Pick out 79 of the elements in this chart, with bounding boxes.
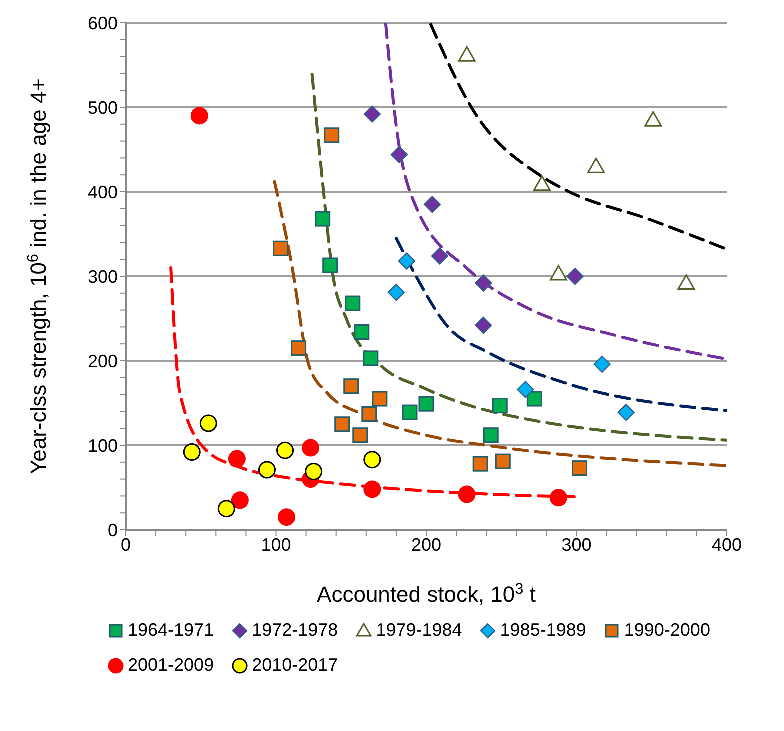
point — [550, 265, 568, 281]
line-series — [310, 73, 727, 442]
point — [364, 451, 382, 469]
y-tick-label: 200 — [88, 351, 118, 372]
point — [372, 391, 388, 407]
point — [572, 460, 588, 476]
point — [424, 196, 442, 214]
y-tick-label: 300 — [88, 266, 118, 287]
point — [324, 128, 340, 144]
point — [402, 404, 418, 420]
point — [390, 146, 408, 164]
point — [594, 356, 611, 373]
point — [334, 416, 350, 432]
point — [618, 404, 635, 422]
point — [526, 391, 542, 407]
point — [474, 274, 492, 292]
point — [363, 350, 379, 366]
point — [533, 176, 551, 192]
point — [388, 284, 406, 302]
point — [474, 316, 492, 334]
point — [291, 340, 307, 356]
point — [644, 111, 662, 127]
point — [472, 456, 488, 472]
point — [183, 444, 201, 462]
point — [322, 258, 338, 274]
point — [200, 414, 218, 432]
legend-label: 1985-1989 — [500, 620, 586, 641]
point — [354, 324, 370, 340]
legend-label: 1979-1984 — [376, 620, 462, 641]
legend-label: 1964-1971 — [128, 620, 214, 641]
x-tick-label: 200 — [411, 534, 442, 555]
line-series — [430, 23, 727, 251]
y-tick-label: 100 — [88, 436, 118, 456]
point — [258, 461, 276, 479]
point — [228, 450, 246, 468]
x-tick-label: 0 — [120, 534, 132, 555]
x-tick-label: 400 — [712, 534, 742, 555]
point — [276, 442, 294, 460]
point — [566, 268, 584, 286]
point — [218, 500, 236, 518]
point — [483, 428, 499, 444]
point — [517, 381, 534, 398]
point — [678, 274, 696, 290]
line-series — [384, 23, 727, 361]
point — [352, 428, 368, 444]
x-tick-label: 300 — [562, 534, 592, 555]
point — [305, 462, 323, 480]
point — [418, 396, 434, 412]
x-tick-label: 100 — [261, 534, 292, 555]
line-series — [394, 236, 727, 412]
legend-label: 1972-1978 — [252, 620, 338, 641]
point — [278, 508, 296, 526]
point — [398, 252, 416, 270]
point — [364, 480, 382, 498]
y-tick-label: 600 — [88, 13, 118, 34]
legend-label: 2010-2017 — [252, 655, 338, 676]
point — [273, 240, 289, 256]
legend-label: 1990-2000 — [624, 620, 710, 641]
point — [345, 296, 361, 312]
point — [231, 492, 249, 510]
point — [458, 486, 476, 504]
point — [458, 46, 476, 62]
line-series — [273, 180, 727, 468]
point — [302, 439, 320, 457]
point — [492, 398, 508, 414]
x-axis-title: Accounted stock, 10$^{3}$ t — [317, 580, 536, 607]
point — [315, 211, 331, 227]
point — [362, 406, 378, 422]
point — [431, 248, 449, 265]
y-tick-label: 500 — [88, 98, 118, 118]
y-tick-label: 0 — [108, 520, 118, 540]
point — [364, 106, 382, 123]
point — [588, 158, 606, 174]
point — [550, 489, 568, 507]
point — [190, 107, 208, 125]
point — [344, 378, 360, 394]
legend-label: 2001-2009 — [128, 655, 214, 676]
point — [495, 454, 511, 470]
y-tick-label: 400 — [88, 182, 118, 202]
